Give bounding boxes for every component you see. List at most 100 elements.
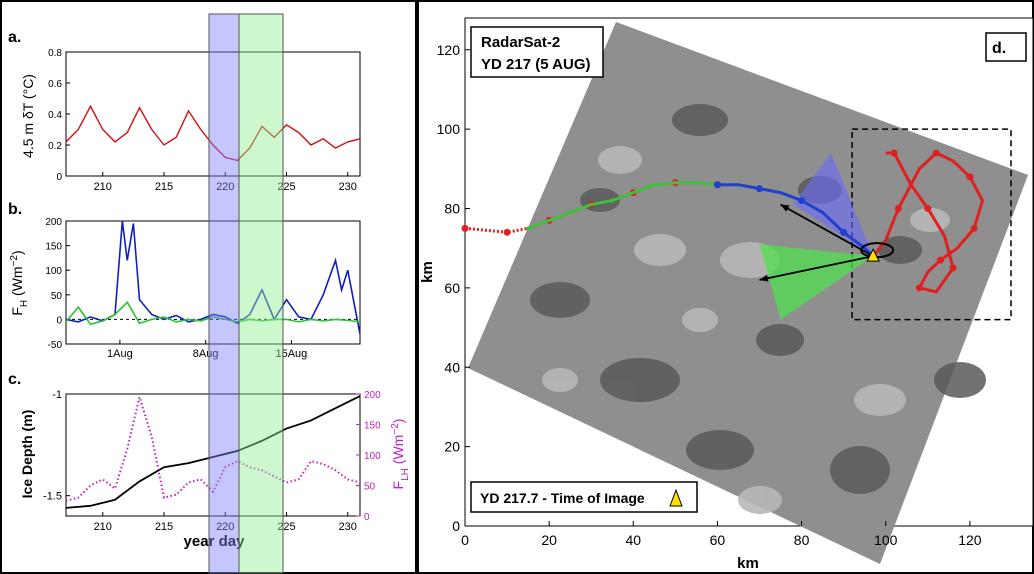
title-box: [470, 26, 604, 78]
panel-b-ylabel: FH (Wm−2): [9, 250, 30, 315]
panel-c-plot-area: [65, 393, 361, 517]
d-track-2-point-4: [798, 197, 806, 205]
d-track-1: [527, 181, 718, 230]
d-track-3-point-8: [970, 224, 978, 232]
panel-c-label: c.: [8, 371, 21, 388]
c-y2tick-label-2: 100: [364, 451, 381, 462]
radar-texture: [530, 104, 986, 494]
d-ytick-label-0: 0: [452, 518, 460, 534]
d-arrowhead-0: [780, 204, 790, 212]
a-ytick-label-1: 0.2: [48, 141, 62, 152]
d-track-3: [871, 151, 985, 294]
panel-c: c. Ice Depth (m) FLH (Wm−2) 210 215 220 225…: [8, 371, 411, 550]
d-xtick-label-0: 0: [461, 532, 469, 548]
c-xtick-label-2: 220: [216, 521, 234, 533]
d-track-1-point-6: [652, 182, 657, 187]
d-track-3-point-18: [890, 149, 898, 157]
time-marker-icon: [669, 488, 683, 507]
d-track-2-point-0: [713, 181, 721, 189]
b-ytick-label-1: 0: [56, 315, 62, 326]
d-arrow-1: [759, 255, 874, 281]
panel-a-plot-area: [65, 51, 361, 177]
caption-text: YD 217.7 - Time of Image: [480, 490, 645, 506]
panel-c-series: [65, 393, 361, 509]
panel-d-xlabel: km: [737, 555, 759, 572]
d-ytick-label-1: 20: [444, 439, 460, 455]
d-track-1-point-0: [526, 226, 531, 231]
title-line-1: RadarSat-2: [481, 34, 560, 51]
c-ytick-label-1: -1: [52, 389, 62, 401]
panel-d-arrows: [759, 203, 895, 282]
panel-c-ylabel: Ice Depth (m): [19, 410, 35, 499]
b-ytick-label-0: -50: [48, 340, 63, 351]
d-track-1-point-8: [694, 180, 699, 185]
d-xtick-label-6: 120: [958, 532, 982, 548]
d-track-0-point-0: [461, 224, 469, 232]
d-track-1-point-4: [610, 198, 615, 203]
panel-a-label: a.: [8, 29, 21, 46]
b-ytick-label-3: 100: [45, 266, 62, 277]
b-ytick-label-5: 200: [45, 217, 62, 228]
a-ytick-label-3: 0.6: [48, 79, 62, 90]
title-line-2: YD 217 (5 AUG): [481, 56, 590, 73]
a-xtick-label-0: 210: [94, 181, 112, 193]
d-xtick-label-1: 20: [541, 532, 557, 548]
d-track-3-point-12: [915, 284, 923, 292]
panel-c-ticks: 210 215 220 225 230 -1.5 -1 0 50 100 150 200: [43, 389, 381, 533]
d-track-3-point-16: [924, 205, 932, 212]
d-ytick-label-6: 120: [437, 42, 461, 58]
c-series-1: [65, 393, 361, 502]
d-xtick-label-4: 80: [794, 532, 810, 548]
c-y2tick-label-3: 150: [364, 421, 381, 432]
panel-b-label: b.: [8, 201, 22, 218]
green-band: [238, 13, 284, 574]
b-xtick-label-1: 8Aug: [193, 348, 219, 360]
panel-b-plot-area: [65, 220, 361, 345]
d-ytick-label-5: 100: [437, 121, 461, 137]
c-y2tick-label-4: 200: [364, 390, 381, 401]
d-arrow-0: [780, 203, 874, 257]
panel-d-ylabel: km: [419, 261, 436, 283]
d-time-marker: [866, 248, 880, 262]
a-series-0: [65, 104, 361, 162]
b-xtick-label-0: 1Aug: [107, 348, 133, 360]
panel-c-y2label: FLH (Wm−2): [390, 419, 411, 490]
green-wedge: [759, 244, 874, 320]
panel-d-label: d.: [992, 40, 1006, 57]
a-xtick-label-1: 215: [155, 181, 173, 193]
c-y2tick-label-0: 0: [364, 512, 370, 523]
a-ytick-label-4: 0.8: [48, 48, 62, 59]
panel-d-tracks: [461, 149, 985, 294]
a-ytick-label-0: 0: [56, 172, 62, 183]
c-xtick-label-4: 230: [339, 521, 357, 533]
c-y2tick-label-1: 50: [364, 482, 376, 493]
panel-c-xlabel: year day: [184, 533, 246, 550]
blue-band: [208, 13, 240, 574]
d-arrowhead-1: [759, 274, 769, 282]
panel-a-series: [65, 104, 361, 162]
d-track-3-point-4: [932, 149, 940, 157]
d-track-2-point-6: [840, 228, 848, 236]
a-xtick-label-2: 220: [216, 181, 234, 193]
d-ytick-label-4: 80: [444, 201, 460, 217]
d-xtick-label-3: 60: [710, 532, 726, 548]
d-track-2-point-2: [756, 185, 764, 193]
c-ytick-label-0: -1.5: [43, 491, 62, 503]
panel-a-ticks: 210 215 220 225 230 0 0.2 0.4 0.6 0.8: [48, 48, 357, 193]
d-ytick-label-3: 60: [444, 280, 460, 296]
d-track-3-point-14: [949, 264, 957, 272]
a-ytick-label-2: 0.4: [48, 110, 62, 121]
d-ytick-label-2: 40: [444, 359, 460, 375]
caption-box: [470, 481, 698, 513]
panel-d: 0 20 40 60 80 100 120 0 20 40 60 80 100 120 RadarSat-…: [419, 17, 1034, 572]
d-track-3-point-2: [894, 205, 902, 212]
c-series-0: [65, 395, 361, 509]
c-xtick-label-3: 225: [277, 521, 295, 533]
d-track-0-point-2: [503, 228, 511, 236]
b-ytick-label-4: 150: [45, 242, 62, 253]
b-series-0: [65, 220, 361, 335]
blue-wedge: [793, 152, 874, 257]
b-ytick-label-2: 50: [51, 291, 63, 302]
